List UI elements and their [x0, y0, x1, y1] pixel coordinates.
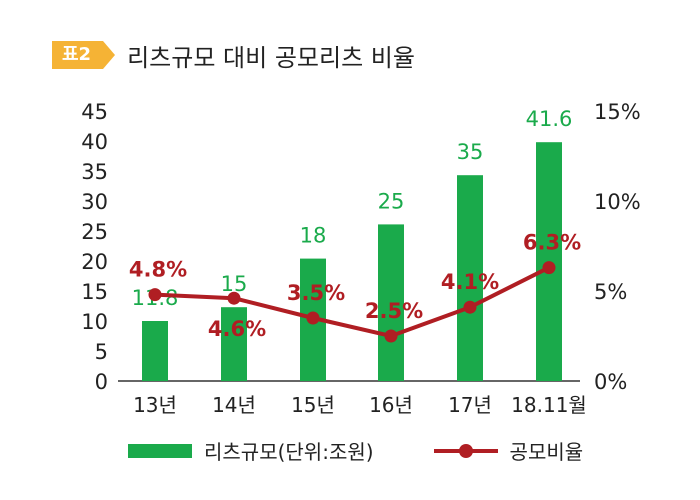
- line-point: [384, 329, 398, 343]
- x-tick-label: 13년: [133, 393, 177, 417]
- bar: [457, 175, 483, 381]
- bar: [142, 321, 168, 381]
- line-data-label: 6.3%: [523, 231, 581, 255]
- line-point: [306, 311, 320, 325]
- y-left-tick-label: 35: [81, 160, 108, 184]
- y-right-tick-label: 5%: [594, 280, 627, 304]
- bar: [221, 307, 247, 381]
- y-right-tick-label: 15%: [594, 100, 641, 124]
- bar-data-label: 25: [378, 189, 405, 213]
- line-data-label: 4.1%: [441, 270, 499, 294]
- bar-data-label: 41.6: [526, 107, 573, 131]
- x-tick-label: 14년: [212, 393, 256, 417]
- chart-title: 리츠규모 대비 공모리츠 비율: [127, 43, 415, 72]
- legend-bar-swatch: [128, 443, 192, 458]
- bar-data-label: 35: [457, 140, 484, 164]
- legend-line-swatch: [433, 443, 498, 458]
- y-left-tick-label: 45: [81, 100, 108, 124]
- y-left-tick-label: 25: [81, 220, 108, 244]
- y-right-tick-label: 10%: [594, 190, 641, 214]
- legend-line-item: 공모비율: [433, 436, 584, 465]
- line-point: [542, 261, 556, 275]
- chart-title-row: 표2 리츠규모 대비 공모리츠 비율: [52, 38, 415, 72]
- line-point: [148, 288, 162, 302]
- bar: [378, 224, 404, 381]
- line-data-label: 4.6%: [208, 317, 266, 341]
- line-series: [154, 265, 550, 338]
- y-left-tick-label: 10: [81, 310, 108, 334]
- line-data-label: 3.5%: [287, 281, 345, 305]
- line-data-label: 4.8%: [129, 258, 187, 282]
- y-left-tick-label: 15: [81, 280, 108, 304]
- bar-data-label: 18: [300, 224, 327, 248]
- y-left-tick-label: 5: [95, 340, 108, 364]
- line-data-label: 2.5%: [365, 299, 423, 323]
- x-tick-label: 15년: [291, 393, 335, 417]
- x-tick-label: 18.11월: [511, 393, 587, 417]
- y-left-tick-label: 30: [81, 190, 108, 214]
- legend-bar-label: 리츠규모(단위:조원): [204, 440, 374, 464]
- line-point: [227, 291, 241, 305]
- legend-line-label: 공모비율: [509, 440, 584, 464]
- legend: 리츠규모(단위:조원) 공모비율: [128, 436, 583, 465]
- y-right-tick-label: 0%: [594, 370, 627, 394]
- x-tick-label: 16년: [369, 393, 413, 417]
- figure-badge: 표2: [52, 41, 116, 69]
- y-left-tick-label: 0: [95, 370, 108, 394]
- y-left-tick-label: 20: [81, 250, 108, 274]
- y-left-tick-label: 40: [81, 130, 108, 154]
- line-point: [463, 300, 477, 314]
- x-tick-label: 17년: [448, 393, 492, 417]
